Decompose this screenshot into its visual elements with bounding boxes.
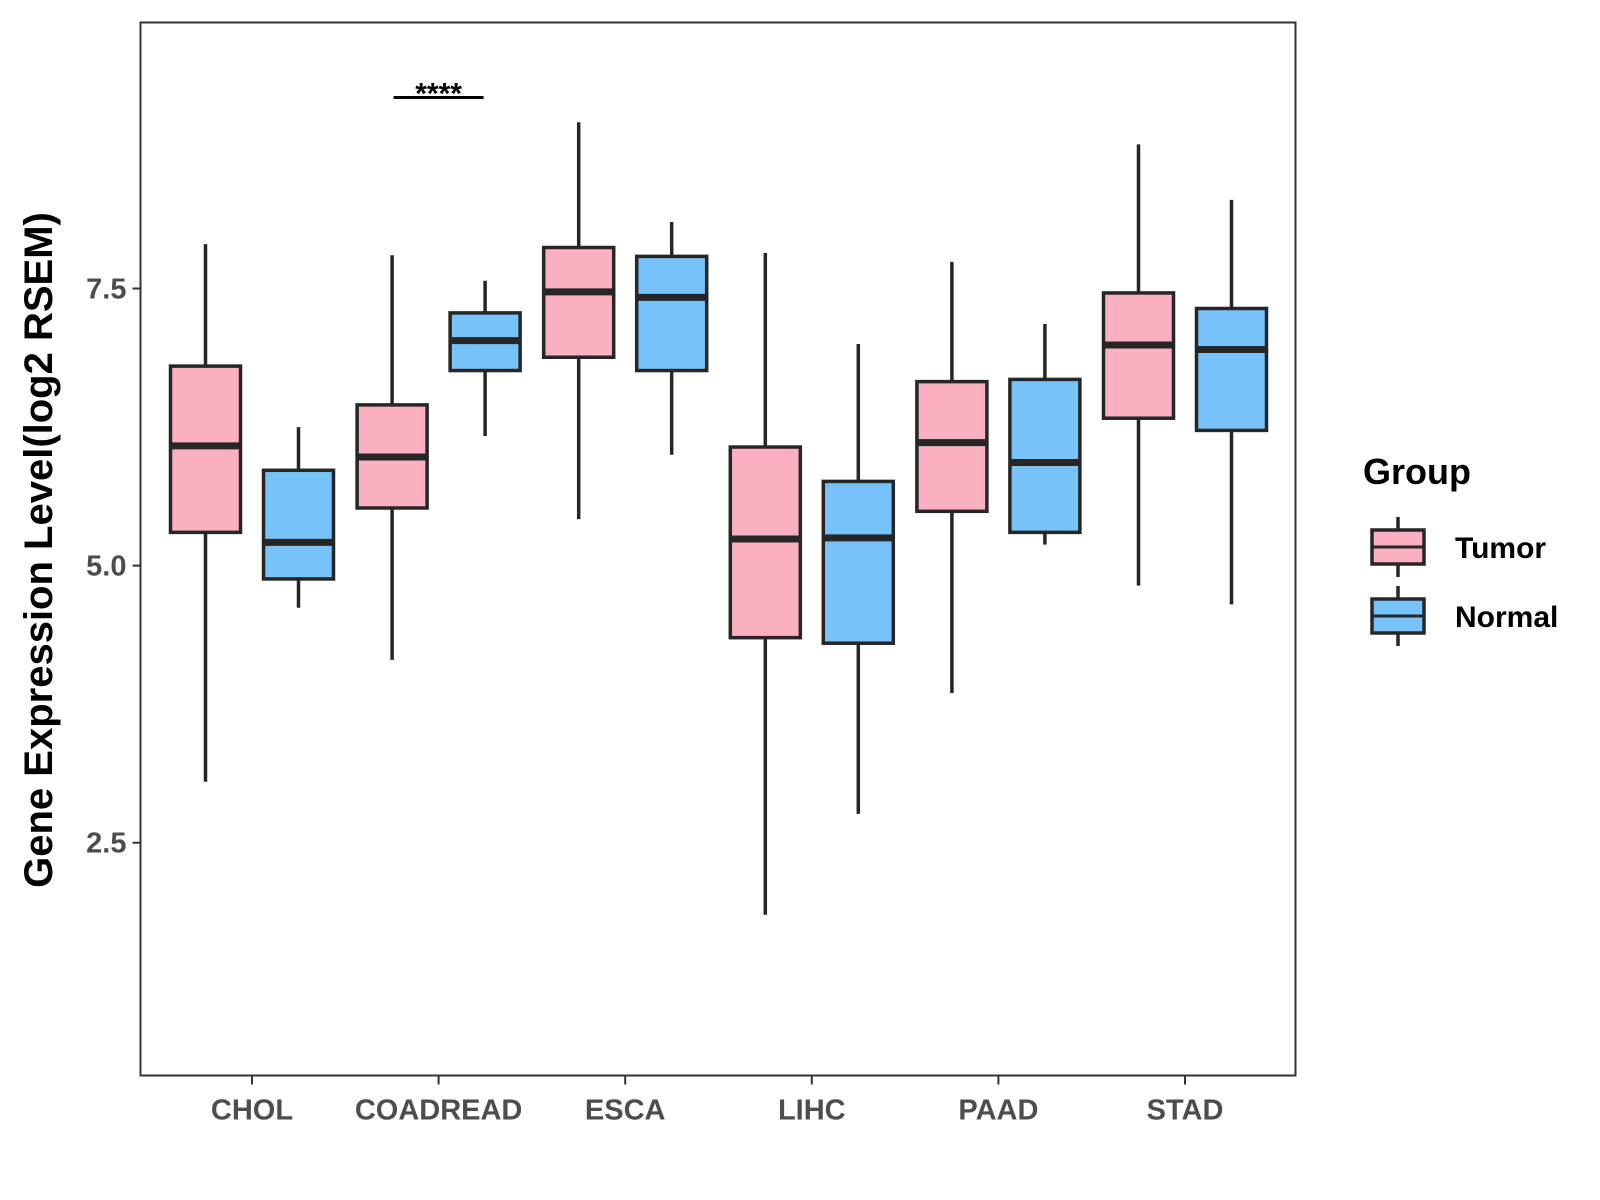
box-normal-paad — [1008, 323, 1082, 545]
x-tick-label: PAAD — [958, 1095, 1038, 1127]
legend-key-tumor: Tumor — [1370, 517, 1546, 577]
axis-layer: 2.5 5.0 7.5 CHOL COADREAD ESCA LIHC PAAD STAD — [86, 274, 1223, 1127]
box-normal-stad — [1194, 199, 1269, 605]
box-normal-esca — [634, 222, 709, 455]
box-normal-lihc — [821, 343, 896, 814]
significance-label: **** — [415, 78, 462, 111]
box-tumor-coadread — [355, 255, 429, 660]
box-body — [1008, 377, 1082, 535]
legend: Group Tumor Normal — [1363, 451, 1558, 646]
y-tick-label: 5.0 — [86, 551, 126, 583]
legend-label: Tumor — [1455, 532, 1546, 565]
box-body — [1101, 291, 1176, 420]
box-tumor-chol — [168, 244, 243, 782]
box-tumor-stad — [1101, 144, 1176, 586]
box-normal-coadread — [448, 280, 522, 436]
x-tick-label: CHOL — [211, 1095, 293, 1127]
box-body — [821, 479, 896, 645]
x-tick-label: ESCA — [585, 1095, 666, 1127]
box-tumor-paad — [915, 261, 989, 694]
box-layer — [168, 122, 1269, 915]
box-body — [1194, 306, 1269, 433]
y-tick-label: 7.5 — [86, 274, 126, 306]
box-body — [541, 245, 616, 359]
x-tick-label: STAD — [1147, 1095, 1224, 1127]
y-tick-label: 2.5 — [86, 828, 126, 860]
box-body — [261, 468, 336, 581]
box-tumor-esca — [541, 122, 616, 520]
annotation-layer: **** — [393, 78, 484, 111]
legend-entries: Tumor Normal — [1370, 517, 1558, 646]
box-body — [634, 254, 709, 373]
legend-key-normal: Normal — [1370, 586, 1558, 646]
y-axis-title: Gene Expression Level(log2 RSEM) — [17, 212, 61, 888]
box-body — [915, 379, 989, 514]
x-tick-label: COADREAD — [355, 1095, 523, 1127]
legend-label: Normal — [1455, 601, 1558, 634]
box-tumor-lihc — [728, 253, 803, 915]
box-normal-chol — [261, 427, 336, 608]
legend-title: Group — [1363, 451, 1471, 492]
x-tick-label: LIHC — [778, 1095, 846, 1127]
